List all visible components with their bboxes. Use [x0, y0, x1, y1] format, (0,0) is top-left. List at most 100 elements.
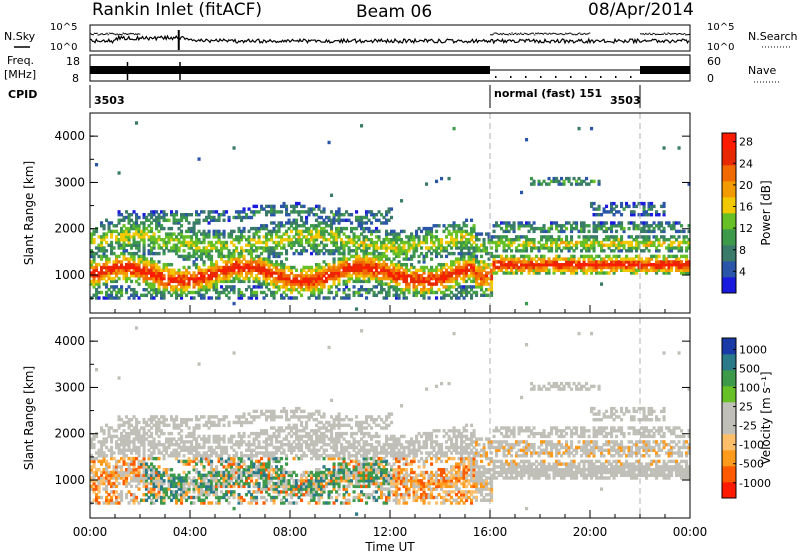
power-cell [195, 213, 199, 217]
power-cell [120, 263, 124, 267]
power-cell [670, 226, 674, 231]
velocity-cell [120, 468, 124, 472]
power-cell [185, 254, 189, 259]
power-cell [622, 268, 626, 272]
power-cell [130, 271, 134, 275]
power-cell [215, 282, 219, 286]
power-cell [265, 249, 269, 253]
power-cell [215, 260, 219, 264]
power-cell [387, 276, 391, 281]
power-cell [580, 243, 584, 247]
velocity-cell [190, 479, 194, 483]
power-cell [370, 271, 374, 275]
velocity-cell [157, 456, 161, 461]
velocity-cell [195, 426, 199, 430]
velocity-cell [167, 479, 171, 483]
power-cell [620, 265, 624, 270]
power-cell [380, 246, 384, 250]
power-cell [472, 235, 476, 239]
power-cell [162, 296, 166, 300]
power-cell [245, 249, 249, 253]
power-cell [265, 285, 269, 289]
power-cell [320, 290, 324, 295]
power-cell [347, 276, 351, 281]
power-cell [132, 251, 136, 256]
power-cell [392, 293, 396, 297]
power-cell [425, 226, 429, 231]
power-cell [587, 246, 591, 250]
power-cell [537, 268, 541, 272]
power-cell [370, 274, 374, 278]
power-cell [122, 238, 126, 242]
velocity-cell [210, 415, 214, 419]
power-cell [200, 279, 204, 284]
power-cell [402, 279, 406, 284]
power-cell [480, 249, 484, 253]
power-cell [125, 235, 129, 239]
power-cell [680, 265, 684, 270]
power-cell [360, 257, 364, 261]
power-cell [672, 254, 676, 259]
power-cell [205, 246, 209, 250]
power-cell [592, 257, 596, 261]
power-cell [272, 285, 276, 289]
power-cell [612, 224, 616, 228]
power-cell [360, 124, 364, 128]
velocity-cell [125, 470, 129, 475]
power-cell [105, 260, 109, 264]
power-cell [382, 251, 386, 256]
power-cell [402, 251, 406, 256]
power-cell [577, 265, 581, 270]
power-cell [145, 271, 149, 275]
velocity-cell [190, 495, 194, 500]
power-cell [167, 232, 171, 236]
power-cell [355, 235, 359, 239]
velocity-cell [195, 445, 199, 450]
power-cell [247, 243, 251, 247]
velocity-cell [197, 487, 201, 491]
power-cell [120, 260, 124, 264]
power-cell [140, 271, 144, 275]
power-cell [142, 274, 146, 278]
power-cell [457, 290, 461, 295]
power-cell [327, 276, 331, 281]
power-cell [107, 260, 111, 264]
power-cell [415, 243, 419, 247]
power-cell [377, 282, 381, 286]
power-cell [197, 290, 201, 295]
power-cell [282, 285, 286, 289]
power-cell [605, 210, 609, 214]
power-cell [217, 265, 221, 270]
velocity-cell [157, 429, 161, 433]
power-cell [180, 285, 184, 289]
power-cell [147, 285, 151, 289]
velocity-cell [112, 429, 116, 433]
power-cell [237, 293, 241, 297]
power-cell [402, 276, 406, 281]
power-cell [380, 254, 384, 259]
power-cell [252, 257, 256, 261]
power-cell [435, 271, 439, 275]
power-cell [495, 265, 499, 270]
velocity-cell [205, 487, 209, 491]
power-cell [675, 268, 679, 272]
power-cell [242, 210, 246, 214]
power-cell [262, 260, 266, 264]
power-cell [212, 246, 216, 250]
power-cell [142, 224, 146, 228]
power-cell [227, 296, 231, 300]
power-cell [112, 279, 116, 284]
power-cell [172, 290, 176, 295]
power-cell [195, 290, 199, 295]
power-cell [322, 232, 326, 236]
power-cell [320, 288, 324, 292]
power-cell [662, 268, 666, 272]
velocity-cell [210, 481, 214, 486]
power-cell [600, 240, 604, 245]
power-cell [305, 229, 309, 234]
power-cell [212, 235, 216, 239]
velocity-cell [162, 470, 166, 475]
power-cell [642, 260, 646, 264]
power-cell [352, 240, 356, 245]
power-cell [422, 254, 426, 259]
